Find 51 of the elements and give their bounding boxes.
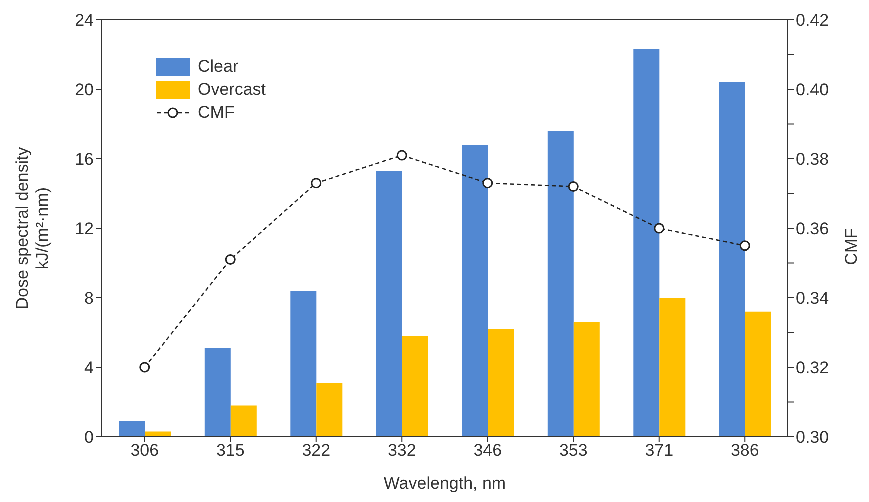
y2-tick-label: 0.34 (796, 289, 830, 308)
bar (290, 291, 317, 437)
point (482, 178, 494, 189)
y-tick-label: 24 (75, 11, 94, 30)
bar (719, 82, 746, 437)
bar (204, 348, 231, 437)
x-axis-title: Wavelength, nm (384, 474, 506, 493)
legend-label: Clear (198, 57, 239, 77)
x-tick-label: 315 (216, 441, 245, 460)
bar (119, 421, 146, 437)
y2-tick-label: 0.36 (796, 220, 830, 239)
bar (402, 336, 428, 437)
legend-label: Overcast (198, 80, 266, 100)
y-tick-label: 12 (75, 220, 94, 239)
bar (488, 329, 514, 437)
y2-tick-label: 0.32 (796, 358, 830, 378)
y2-tick-label: 0.30 (796, 428, 830, 448)
y-tick-label: 20 (75, 80, 94, 100)
point (654, 223, 665, 234)
y-axis-title: Dose spectral density kJ/(m²·nm) (13, 146, 52, 310)
point (740, 240, 750, 252)
y2-tick-label: 0.42 (796, 11, 830, 30)
point (568, 182, 579, 192)
x-tick-label: 332 (388, 441, 416, 460)
point (225, 254, 236, 266)
x-tick-label: 346 (474, 441, 502, 460)
y2-tick-label: 0.40 (796, 80, 830, 100)
bar (745, 312, 772, 437)
y2-axis-title: CMF (842, 228, 862, 266)
bar (462, 145, 488, 437)
y-tick-label: 4 (84, 358, 94, 378)
y-tick-label: 8 (84, 289, 94, 308)
point (140, 362, 150, 373)
y2-tick-label: 0.38 (796, 150, 830, 170)
x-tick-label: 386 (730, 441, 760, 460)
bar (376, 171, 402, 437)
point (396, 150, 408, 161)
legend-label: CMF (198, 103, 235, 123)
y-tick-label: 16 (75, 150, 94, 170)
bar (634, 50, 660, 437)
x-tick-label: 353 (559, 441, 588, 460)
bar (660, 298, 686, 437)
bar (548, 131, 574, 437)
x-tick-label: 371 (645, 441, 674, 460)
y-tick-label: 0 (84, 428, 94, 448)
bar (316, 383, 343, 437)
bar (230, 406, 257, 437)
x-tick-label: 322 (302, 441, 331, 460)
bar (574, 322, 600, 437)
point (311, 178, 322, 189)
x-tick-label: 306 (130, 441, 160, 460)
